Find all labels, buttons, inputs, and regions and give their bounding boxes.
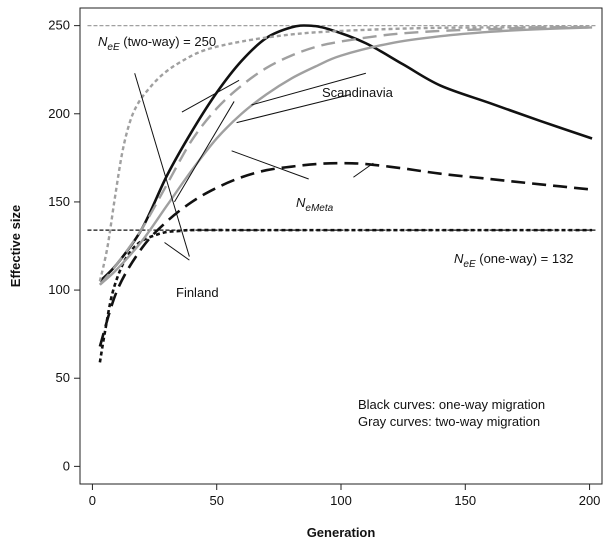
annotation-ne-twoway: NeE (two-way) = 250 <box>98 34 216 53</box>
annotation-finland: Finland <box>176 285 219 300</box>
leader-line <box>134 73 190 257</box>
legend-gray: Gray curves: two-way migration <box>358 414 540 429</box>
y-axis-title: Effective size <box>8 205 23 287</box>
leader-line <box>164 242 190 261</box>
x-tick-label: 100 <box>330 493 352 508</box>
y-tick-label: 200 <box>48 106 70 121</box>
y-tick-label: 150 <box>48 194 70 209</box>
legend-black: Black curves: one-way migration <box>358 397 545 412</box>
y-tick-label: 100 <box>48 282 70 297</box>
axes: 0 50 100 150 200 0 50 100 150 200 250 <box>48 18 600 508</box>
annotation-scandinavia: Scandinavia <box>322 85 394 100</box>
series-line-black-short <box>98 228 593 363</box>
leader-lines <box>134 72 374 261</box>
annotation-ne-oneway: NeE (one-way) = 132 <box>454 251 574 270</box>
y-tick-label: 250 <box>48 18 70 33</box>
y-tick-label: 50 <box>56 370 70 385</box>
series-layer <box>98 24 593 363</box>
plot-frame <box>79 7 603 485</box>
leader-line <box>251 72 366 106</box>
x-tick-label: 0 <box>89 493 96 508</box>
leader-line <box>353 162 374 178</box>
x-tick-label: 50 <box>209 493 223 508</box>
x-tick-label: 150 <box>454 493 476 508</box>
series-line-gray-long <box>98 26 593 286</box>
x-tick-label: 200 <box>579 493 601 508</box>
leader-line <box>231 150 309 180</box>
series-line-gray-short <box>98 26 593 282</box>
series-line-black-solid <box>98 24 593 283</box>
leader-line <box>236 93 352 124</box>
annotation-nemeta: NeMeta <box>296 195 334 214</box>
x-axis-title: Generation <box>307 525 376 540</box>
leader-line <box>174 101 235 203</box>
leader-line <box>181 79 240 113</box>
series-line-gray-solid <box>99 26 593 286</box>
y-tick-label: 0 <box>63 458 70 473</box>
series-line-black-long <box>98 161 593 347</box>
